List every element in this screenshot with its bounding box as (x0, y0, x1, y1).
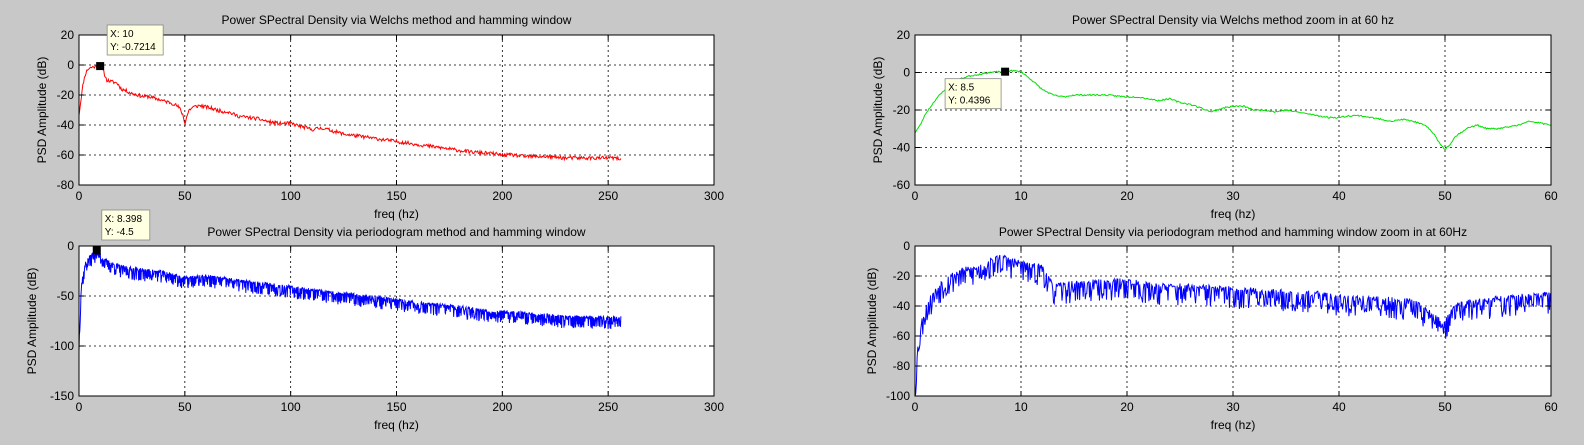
x-tick-label: 20 (1120, 400, 1134, 414)
datatip-marker (96, 62, 105, 71)
x-tick-label: 50 (1438, 189, 1452, 203)
x-axis-label: freq (hz) (1211, 418, 1256, 432)
chart-title: Power SPectral Density via periodogram m… (207, 225, 586, 239)
y-tick-label: -50 (57, 289, 75, 303)
x-tick-label: 10 (1014, 189, 1028, 203)
datatip-marker (92, 246, 101, 255)
x-tick-label: 250 (598, 189, 618, 203)
x-tick-label: 40 (1332, 189, 1346, 203)
x-tick-label: 40 (1332, 400, 1346, 414)
chart-title: Power SPectral Density via Welchs method… (1072, 13, 1394, 27)
y-tick-label: -60 (57, 148, 75, 162)
y-tick-label: -20 (893, 269, 911, 283)
x-tick-label: 0 (76, 189, 83, 203)
x-axis-label: freq (hz) (374, 207, 419, 221)
x-tick-label: 100 (281, 400, 301, 414)
x-tick-label: 20 (1120, 189, 1134, 203)
datatip-box (101, 209, 151, 241)
datatip-marker (1001, 67, 1010, 76)
x-tick-label: 200 (492, 400, 512, 414)
datatip-x-label: X: 8.5 (948, 83, 975, 94)
subplot-1: 0 50 100 150 200 250 300 -80 -60 -40 -20 0 20 Power S… (35, 13, 724, 221)
x-tick-label: 30 (1226, 189, 1240, 203)
y-tick-label: 0 (903, 66, 910, 80)
subplot-2: 0 10 20 30 40 50 60 -60 -40 -20 0 20 Power SPectral … (871, 13, 1558, 221)
series-line (915, 254, 1551, 396)
x-axis-label: freq (hz) (1211, 207, 1256, 221)
x-tick-label: 100 (281, 189, 301, 203)
x-tick-label: 300 (704, 400, 724, 414)
y-tick-label: -60 (893, 329, 911, 343)
y-tick-label: -80 (57, 178, 75, 192)
datatip-x-label: X: 8.398 (105, 214, 143, 225)
x-tick-label: 0 (912, 400, 919, 414)
y-tick-label: -80 (893, 359, 911, 373)
datatip-box (944, 78, 1002, 110)
x-tick-label: 60 (1544, 189, 1558, 203)
x-tick-label: 60 (1544, 400, 1558, 414)
chart-title: Power SPectral Density via Welchs method… (222, 13, 572, 27)
datatip-box (106, 24, 164, 56)
datatip-y-label: Y: -4.5 (105, 227, 134, 238)
x-tick-label: 200 (492, 189, 512, 203)
y-axis-label: PSD Amplitude (dB) (25, 268, 39, 375)
y-tick-label: -100 (886, 389, 910, 403)
datatip-x-label: X: 10 (110, 29, 134, 40)
x-tick-label: 50 (1438, 400, 1452, 414)
datatip-y-label: Y: -0.7214 (110, 42, 156, 53)
y-tick-label: -40 (893, 141, 911, 155)
y-tick-label: 0 (67, 239, 74, 253)
y-tick-label: -60 (893, 178, 911, 192)
x-tick-label: 0 (76, 400, 83, 414)
y-tick-label: -20 (57, 88, 75, 102)
datatip-y-label: Y: 0.4396 (948, 96, 991, 107)
x-tick-label: 150 (386, 189, 406, 203)
y-tick-label: 20 (897, 28, 911, 42)
x-tick-label: 300 (704, 189, 724, 203)
y-tick-label: -100 (50, 339, 74, 353)
y-tick-label: -40 (57, 118, 75, 132)
x-tick-label: 50 (178, 189, 192, 203)
y-axis-label: PSD Amplitude (dB) (865, 268, 879, 375)
chart-title: Power SPectral Density via periodogram m… (999, 225, 1467, 239)
x-tick-label: 0 (912, 189, 919, 203)
y-tick-label: -150 (50, 389, 74, 403)
series-line (79, 248, 622, 352)
x-tick-label: 10 (1014, 400, 1028, 414)
x-tick-label: 30 (1226, 400, 1240, 414)
x-tick-label: 150 (386, 400, 406, 414)
y-axis-label: PSD Amplitude (dB) (871, 57, 885, 164)
x-axis-label: freq (hz) (374, 418, 419, 432)
subplot-3: 0 50 100 150 200 250 300 -150 -100 -50 0 Power SPec… (25, 209, 724, 432)
x-tick-label: 250 (598, 400, 618, 414)
subplot-4: 0 10 20 30 40 50 60 -100 -80 -60 -40 -20 0 Power SPec… (865, 225, 1558, 432)
y-axis-label: PSD Amplitude (dB) (35, 57, 49, 164)
series-line (79, 64, 622, 162)
y-tick-label: 20 (61, 28, 75, 42)
x-tick-label: 50 (178, 400, 192, 414)
y-tick-label: 0 (67, 58, 74, 72)
y-tick-label: -40 (893, 299, 911, 313)
y-tick-label: 0 (903, 239, 910, 253)
y-tick-label: -20 (893, 103, 911, 117)
series-line (915, 69, 1551, 151)
